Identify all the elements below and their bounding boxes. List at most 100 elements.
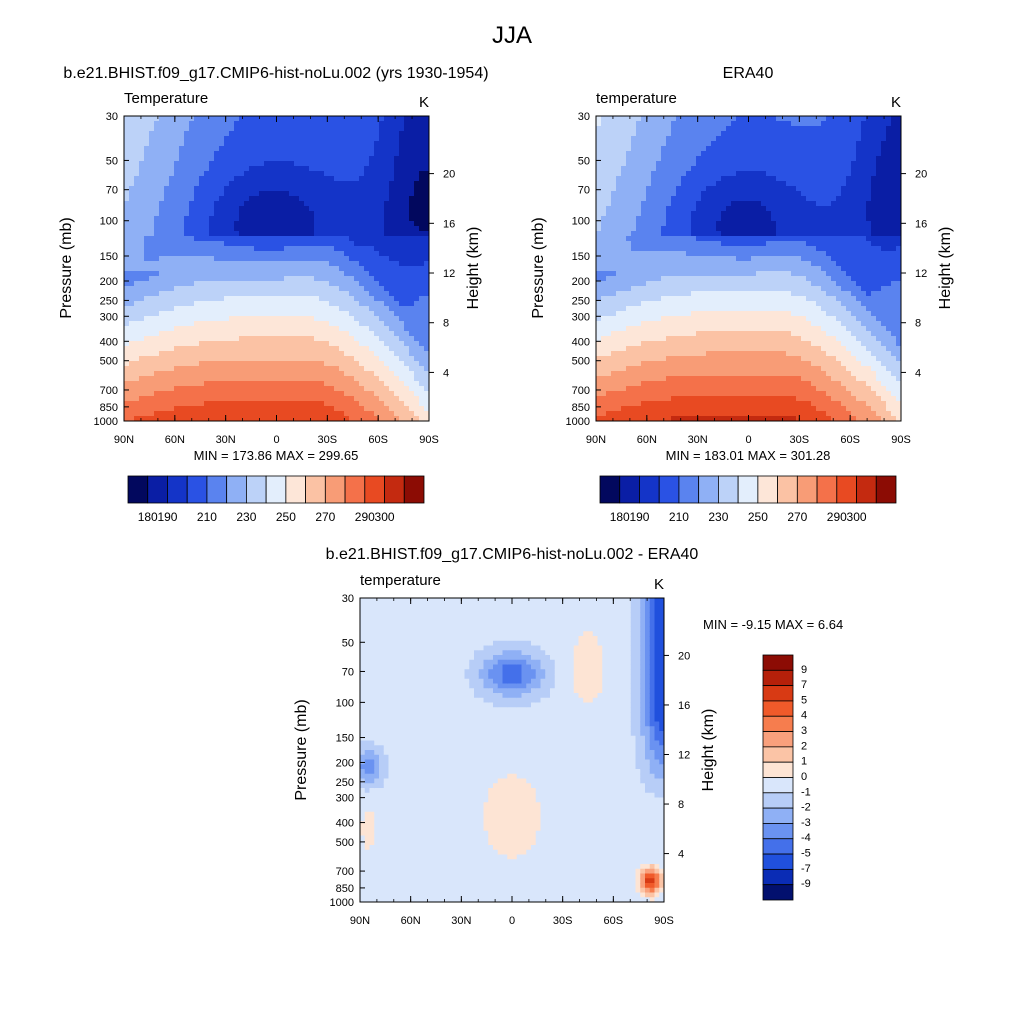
panel-model-field-cell: [124, 161, 130, 167]
panel-era40-field-cell: [616, 406, 622, 412]
panel-model-field-cell: [279, 131, 285, 137]
panel-era40-field-cell: [676, 236, 682, 242]
panel-model-field-cell: [199, 326, 205, 332]
panel-model-field-cell: [379, 341, 385, 347]
panel-model-field-cell: [364, 256, 370, 262]
panel-era40-field-cell: [631, 161, 637, 167]
panel-model-field-cell: [279, 286, 285, 292]
panel-model-field-cell: [269, 186, 275, 192]
panel-model-field-cell: [344, 316, 350, 322]
panel-model-field-cell: [219, 156, 225, 162]
panel-model-field-cell: [424, 211, 429, 217]
panel-era40-field-cell: [676, 261, 682, 267]
panel-model-field-cell: [384, 296, 390, 302]
panel-model-field-cell: [234, 196, 240, 202]
panel-model-field-cell: [209, 261, 215, 267]
panel-model-field-cell: [399, 136, 405, 142]
panel-model-field-cell: [154, 391, 160, 397]
panel-model-field-cell: [419, 271, 425, 277]
panel-model-field-cell: [414, 286, 420, 292]
panel-era40-field-cell: [616, 396, 622, 402]
panel-era40-field-cell: [596, 181, 602, 187]
panel-model-field-cell: [129, 296, 135, 302]
panel-model-field-cell: [134, 141, 140, 147]
panel-model-field-cell: [294, 261, 300, 267]
panel-era40-field-cell: [666, 126, 672, 132]
panel-model-field-cell: [329, 351, 335, 357]
panel-model-field-cell: [369, 211, 375, 217]
panel-model-field-cell: [209, 216, 215, 222]
panel-model-field-cell: [339, 266, 345, 272]
panel-model-field-cell: [309, 196, 315, 202]
panel-model-field-cell: [199, 126, 205, 132]
panel-model-field-cell: [179, 366, 185, 372]
panel-model-field-cell: [244, 391, 250, 397]
panel-model-field-cell: [349, 201, 355, 207]
panel-era40-field-cell: [646, 191, 652, 197]
panel-model-field-cell: [174, 246, 180, 252]
panel-era40-field-cell: [626, 246, 632, 252]
panel-model-field-cell: [274, 231, 280, 237]
panel-model-field-cell: [134, 336, 140, 342]
panel-model-field-cell: [214, 131, 220, 137]
panel-model-field-cell: [414, 406, 420, 412]
panel-model-field-cell: [384, 261, 390, 267]
panel-model-field-cell: [364, 151, 370, 157]
panel-model-field-cell: [169, 161, 175, 167]
panel-era40-field-cell: [596, 361, 602, 367]
panel-model-field-cell: [204, 276, 210, 282]
panel-model-field-cell: [394, 161, 400, 167]
panel-model-field-cell: [124, 226, 130, 232]
panel-model-field-cell: [184, 221, 190, 227]
panel-era40-field-cell: [656, 151, 662, 157]
panel-era40-field-cell: [671, 251, 677, 257]
panel-model-field-cell: [189, 276, 195, 282]
panel-model-field-cell: [229, 291, 235, 297]
panel-model-field-cell: [169, 386, 175, 392]
panel-model-field-cell: [299, 371, 305, 377]
panel-model-field-cell: [174, 321, 180, 327]
panel-model-field-cell: [244, 341, 250, 347]
panel-model-field-cell: [414, 256, 420, 262]
panel-model-field-cell: [299, 271, 305, 277]
panel-era40-field-cell: [661, 366, 667, 372]
panel-model-field-cell: [254, 166, 260, 172]
panel-model-field-cell: [299, 211, 305, 217]
panel-era40-field-cell: [626, 201, 632, 207]
panel-model-field-cell: [289, 356, 295, 362]
panel-model-field-cell: [199, 291, 205, 297]
panel-era40-field-cell: [646, 221, 652, 227]
panel-model-field-cell: [149, 151, 155, 157]
panel-model-field-cell: [399, 211, 405, 217]
panel-model-field-cell: [389, 176, 395, 182]
panel-model-field-cell: [349, 276, 355, 282]
panel-model-field-cell: [264, 161, 270, 167]
panel-model-field-cell: [269, 271, 275, 277]
panel-era40-field-cell: [606, 316, 612, 322]
panel-era40-field-cell: [666, 381, 672, 387]
panel-era40-field-cell: [651, 296, 657, 302]
panel-era40-field-cell: [631, 201, 637, 207]
panel-model-field-cell: [124, 266, 130, 272]
panel-model-field-cell: [424, 146, 429, 152]
panel-model-field-cell: [284, 291, 290, 297]
panel-era40-field-cell: [646, 226, 652, 232]
panel-model-field-cell: [189, 316, 195, 322]
panel-model-field-cell: [224, 181, 230, 187]
panel-model-field-cell: [184, 241, 190, 247]
panel-era40-field-cell: [666, 121, 672, 127]
panel-era40-field-cell: [656, 121, 662, 127]
panel-era40-field-cell: [611, 286, 617, 292]
panel-model-field-cell: [214, 406, 220, 412]
panel-era40-field-cell: [621, 251, 627, 257]
panel-model-field-cell: [419, 361, 425, 367]
panel-model-field-cell: [329, 416, 335, 421]
panel-model-field-cell: [259, 181, 265, 187]
panel-model-field-cell: [129, 226, 135, 232]
panel-model-field-cell: [204, 191, 210, 197]
panel-model-field-cell: [169, 206, 175, 212]
panel-model-field-cell: [234, 286, 240, 292]
panel-model-field-cell: [189, 241, 195, 247]
panel-era40-field-cell: [596, 316, 602, 322]
panel-model-field-cell: [254, 396, 260, 402]
